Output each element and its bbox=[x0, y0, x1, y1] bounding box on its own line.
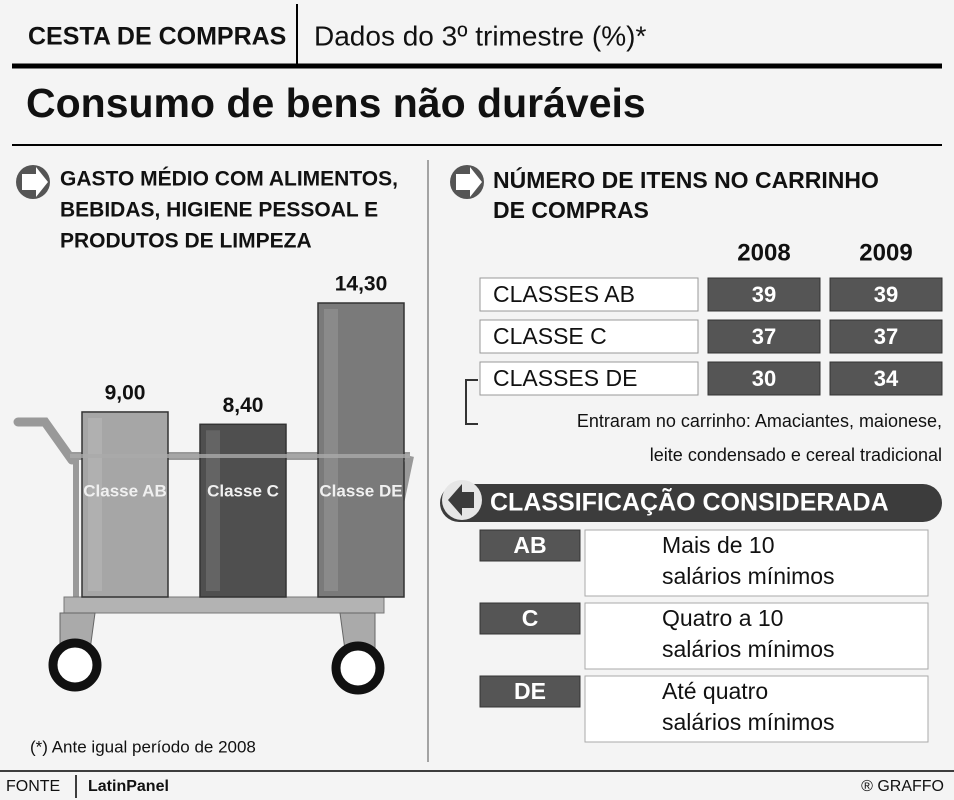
class-description: salários mínimos bbox=[662, 709, 835, 735]
class-tag bbox=[479, 529, 581, 562]
chart-title-line: PRODUTOS DE LIMPEZA bbox=[60, 230, 312, 253]
bar-highlight bbox=[88, 417, 102, 591]
value-cell bbox=[707, 277, 821, 312]
class-tag-text: C bbox=[522, 605, 539, 631]
value-text: 39 bbox=[874, 282, 898, 307]
value-cell bbox=[829, 361, 943, 396]
class-tag-text: AB bbox=[513, 532, 546, 558]
value-label: 8,40 bbox=[223, 394, 264, 417]
value-text: 39 bbox=[752, 282, 776, 307]
value-label: 9,00 bbox=[105, 382, 146, 405]
class-desc-box bbox=[584, 602, 929, 670]
class-tag-text: DE bbox=[514, 678, 546, 704]
bar bbox=[199, 423, 287, 598]
column-header: 2009 bbox=[859, 239, 912, 266]
header-subtitle: Dados do 3º trimestre (%)* bbox=[314, 20, 646, 51]
class-description: Mais de 10 bbox=[662, 532, 775, 558]
row-label-box bbox=[479, 319, 699, 354]
column-header: 2008 bbox=[737, 239, 790, 266]
note-line: Entraram no carrinho: Amaciantes, maione… bbox=[577, 411, 942, 431]
row-label: CLASSES DE bbox=[493, 365, 637, 391]
classification-banner bbox=[440, 484, 942, 522]
source: LatinPanel bbox=[88, 778, 169, 795]
note-bracket bbox=[465, 379, 478, 425]
category-label: Classe C bbox=[207, 481, 279, 500]
bar-highlight bbox=[206, 430, 220, 591]
bar-highlight bbox=[324, 309, 338, 591]
footnote: (*) Ante igual período de 2008 bbox=[30, 737, 256, 756]
table-title-line: DE COMPRAS bbox=[493, 197, 649, 223]
class-description: salários mínimos bbox=[662, 563, 835, 589]
value-text: 37 bbox=[752, 324, 776, 349]
class-desc-box bbox=[584, 529, 929, 597]
category-label: Classe AB bbox=[83, 481, 166, 500]
arrow-icon bbox=[450, 165, 484, 199]
classification-title: CLASSIFICAÇÃO CONSIDERADA bbox=[490, 487, 889, 517]
value-cell bbox=[829, 277, 943, 312]
row-label-box bbox=[479, 277, 699, 312]
chart-title-line: GASTO MÉDIO COM ALIMENTOS, bbox=[60, 168, 398, 191]
value-text: 34 bbox=[874, 366, 899, 391]
class-description: Quatro a 10 bbox=[662, 605, 783, 631]
arrow-icon bbox=[16, 165, 50, 199]
row-label: CLASSE C bbox=[493, 323, 607, 349]
class-description: Até quatro bbox=[662, 678, 768, 704]
source-label: FONTE bbox=[6, 778, 60, 795]
value-text: 37 bbox=[874, 324, 898, 349]
arrow-icon bbox=[442, 480, 482, 520]
value-cell bbox=[829, 319, 943, 354]
value-label: 14,30 bbox=[335, 273, 388, 296]
class-tag bbox=[479, 602, 581, 635]
main-title: Consumo de bens não duráveis bbox=[26, 80, 646, 126]
credit: ® GRAFFO bbox=[861, 778, 944, 795]
section-label: CESTA DE COMPRAS bbox=[28, 23, 286, 51]
value-text: 30 bbox=[752, 366, 776, 391]
row-label-box bbox=[479, 361, 699, 396]
value-cell bbox=[707, 319, 821, 354]
bar bbox=[317, 302, 405, 598]
class-desc-box bbox=[584, 675, 929, 743]
bar bbox=[81, 411, 169, 598]
value-cell bbox=[707, 361, 821, 396]
class-tag bbox=[479, 675, 581, 708]
chart-title-line: BEBIDAS, HIGIENE PESSOAL E bbox=[60, 199, 378, 222]
class-description: salários mínimos bbox=[662, 636, 835, 662]
note-line: leite condensado e cereal tradicional bbox=[650, 445, 942, 465]
category-label: Classe DE bbox=[319, 481, 402, 500]
row-label: CLASSES AB bbox=[493, 281, 635, 307]
header-box bbox=[12, 8, 942, 66]
table-title-line: NÚMERO DE ITENS NO CARRINHO bbox=[493, 166, 879, 193]
